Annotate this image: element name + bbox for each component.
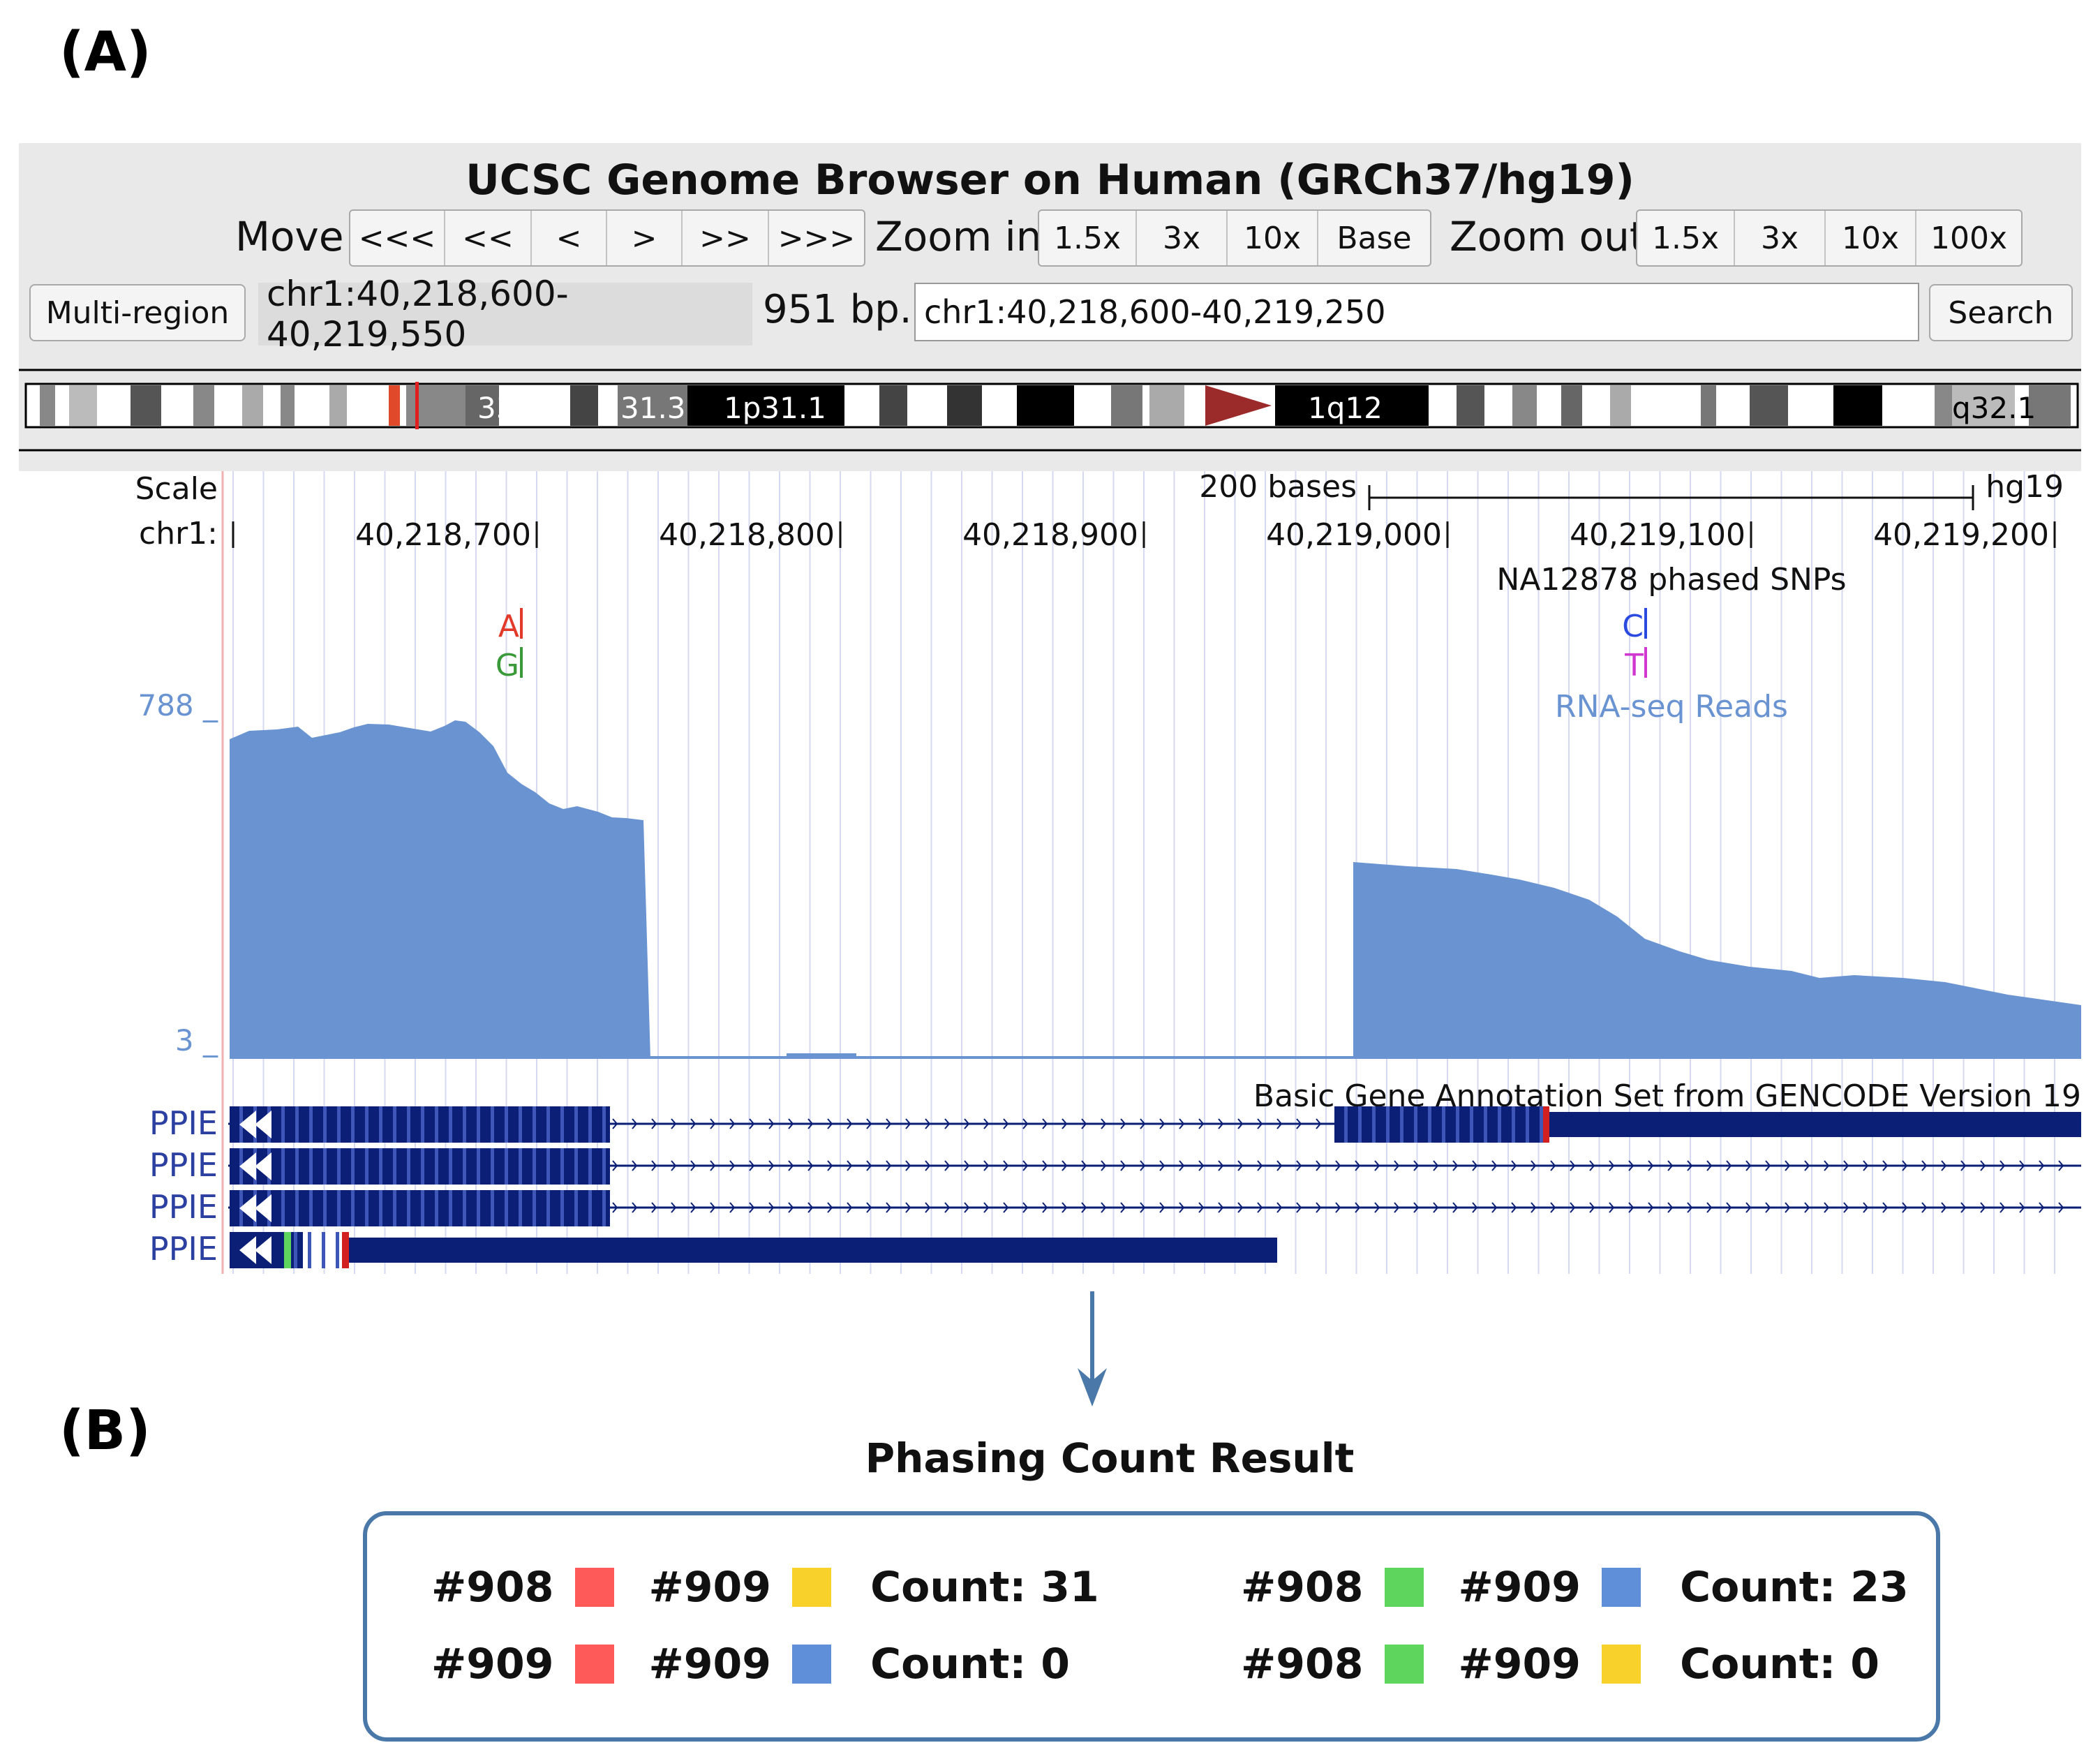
search-button[interactable]: Search (1929, 284, 2073, 341)
variant-id: #909 (431, 1640, 554, 1689)
result-title: Phasing Count Result (865, 1434, 1355, 1482)
rnaseq-coverage (230, 720, 2081, 1059)
zoom-out-10x-button[interactable]: 10x (1826, 211, 1916, 265)
gene-name: PPIE (149, 1146, 218, 1184)
count-value: Count: 0 (1680, 1640, 1880, 1689)
move-right-button[interactable]: > (607, 211, 683, 265)
zoom-out-100x-button[interactable]: 100x (1930, 220, 2008, 256)
variant-id: #908 (431, 1563, 554, 1612)
zoom-in-label: Zoom in (875, 213, 1042, 260)
zoom-in-3x-button[interactable]: 3x (1137, 211, 1228, 265)
position-search-input[interactable] (914, 283, 1919, 341)
zoom-out-button-group: 1.5x 3x 10x 100x (1636, 209, 2023, 267)
result-entry: #908 #909 Count: 23 (1241, 1563, 1909, 1612)
ruler-tick-label: 40,218,800 (659, 517, 835, 553)
rnaseq-max-label: 788 _ (137, 688, 218, 722)
scale-bar (1368, 485, 1974, 510)
ruler-tick-label: 40,219,000 (1266, 517, 1442, 553)
allele-swatch (792, 1645, 832, 1684)
zoom-out-label: Zoom out (1450, 213, 1646, 260)
genome-browser-screenshot: UCSC Genome Browser on Human (GRCh37/hg1… (19, 143, 2081, 1274)
zoom-in-1.5x-button[interactable]: 1.5x (1039, 211, 1137, 265)
count-value: Count: 0 (870, 1640, 1071, 1689)
scale-label: Scale (135, 471, 218, 507)
allele-swatch (574, 1645, 614, 1684)
move-label: Move (235, 213, 344, 260)
allele-swatch (792, 1568, 832, 1607)
rnaseq-min-label: 3 _ (175, 1023, 218, 1057)
band-label: 1p31.1 (724, 391, 826, 425)
ideogram-panel: 33 31.3 1p31.1 1q12 q32.1 (19, 366, 2081, 471)
zoom-out-3x-button[interactable]: 3x (1735, 211, 1826, 265)
exon-stripes (239, 1106, 1543, 1268)
snp-allele-t: T (1624, 648, 1644, 683)
allele-swatch (1602, 1645, 1641, 1684)
ruler-tick-label: 40,219,100 (1570, 517, 1745, 553)
rnaseq-track-title: RNA-seq Reads (1555, 689, 1788, 725)
strand-arrows (239, 1111, 271, 1264)
result-entry: #909 #909 Count: 0 (431, 1640, 1070, 1689)
allele-swatch (1384, 1645, 1424, 1684)
variant-id: #909 (648, 1640, 772, 1689)
zoom-out-1.5x-button[interactable]: 1.5x (1637, 211, 1735, 265)
variant-id: #908 (1241, 1563, 1364, 1612)
track-display[interactable]: Scale chr1: 200 bases hg19 40,218,700 40… (19, 469, 2081, 1274)
snp-allele-g: G (496, 648, 519, 683)
scale-bar-label: 200 bases (1199, 471, 1357, 505)
snp-allele-c: C (1622, 609, 1644, 644)
move-left-medium-button[interactable]: << (445, 211, 532, 265)
chromosome-ideogram[interactable]: 33 31.3 1p31.1 1q12 q32.1 (19, 366, 2081, 471)
band-label: 1q12 (1308, 391, 1383, 425)
region-size-label: 951 bp. (763, 287, 912, 332)
snp-allele-a: A (498, 609, 519, 644)
variant-id: #908 (1241, 1640, 1364, 1689)
position-display: chr1:40,218,600-40,219,550 (258, 274, 752, 355)
move-right-medium-button[interactable]: >> (683, 211, 769, 265)
ruler-tick-label: 40,218,900 (962, 517, 1138, 553)
snp-track-title: NA12878 phased SNPs (1496, 562, 1846, 598)
panel-label-b: (B) (59, 1400, 151, 1462)
band-label: 31.3 (620, 391, 686, 425)
gene-name: PPIE (149, 1104, 218, 1142)
gene-name: PPIE (149, 1230, 218, 1268)
assembly-label: hg19 (1986, 471, 2064, 505)
count-value: Count: 23 (1680, 1563, 1909, 1612)
zoom-in-10x-button[interactable]: 10x (1228, 211, 1318, 265)
variant-id: #909 (1458, 1640, 1581, 1689)
browser-title: UCSC Genome Browser on Human (GRCh37/hg1… (466, 156, 1634, 205)
gene-name: PPIE (149, 1188, 218, 1226)
variant-id: #909 (648, 1563, 772, 1612)
band-label: q32.1 (1952, 391, 2036, 425)
zoom-in-button-group: 1.5x 3x 10x Base (1038, 209, 1431, 267)
allele-swatch (1384, 1568, 1424, 1607)
zoom-in-base-button[interactable]: Base (1336, 220, 1412, 256)
allele-swatch (1602, 1568, 1641, 1607)
variant-id: #909 (1458, 1563, 1581, 1612)
move-button-group: <<< << < > >> >>> (349, 209, 865, 267)
panel-label-a: (A) (59, 21, 151, 84)
multi-region-button[interactable]: Multi-region (29, 284, 246, 341)
ruler-tick-label: 40,218,700 (355, 517, 531, 553)
result-entry: #908 #909 Count: 0 (1241, 1640, 1879, 1689)
ideogram-bands (24, 382, 2079, 429)
allele-swatch (574, 1568, 614, 1607)
move-right-far-button[interactable]: >>> (777, 220, 856, 256)
tracks-svg[interactable]: Scale chr1: 200 bases hg19 40,218,700 40… (19, 469, 2081, 1274)
band-label: 33 (477, 391, 514, 425)
ruler-tick-label: 40,219,200 (1873, 517, 2049, 553)
phasing-result-box: #908 #909 Count: 31 #909 #909 Count: 0 #… (363, 1511, 1940, 1742)
down-arrow (1078, 1291, 1107, 1407)
count-value: Count: 31 (870, 1563, 1099, 1612)
chrom-label: chr1: (139, 516, 218, 551)
intron-arrows (612, 1118, 2064, 1213)
move-left-far-button[interactable]: <<< (350, 211, 445, 265)
ruler-ticks (535, 521, 2056, 548)
move-left-button[interactable]: < (532, 211, 607, 265)
result-entry: #908 #909 Count: 31 (431, 1563, 1099, 1612)
